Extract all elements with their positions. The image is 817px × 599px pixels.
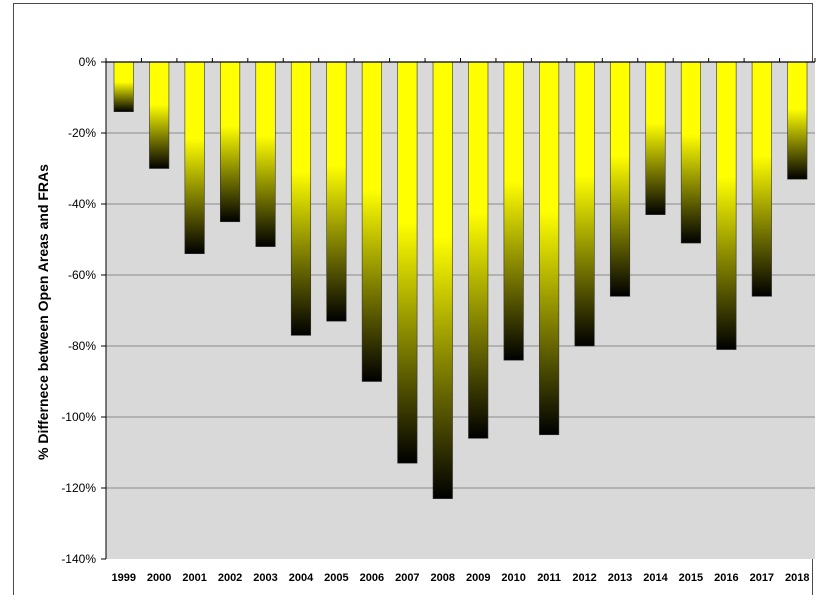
- plot-area: [106, 62, 815, 559]
- x-tick-label: 2000: [147, 572, 171, 584]
- x-tick-label: 2011: [537, 572, 561, 584]
- x-tick-label: 2004: [289, 572, 314, 584]
- bar-2007: [397, 61, 418, 464]
- x-tick-label: 2018: [785, 572, 809, 584]
- x-tick-label: 1999: [111, 572, 135, 584]
- bar-2015: [680, 61, 701, 244]
- x-tick-label: 2013: [608, 572, 632, 584]
- bar-2006: [361, 61, 382, 382]
- bar-2013: [609, 61, 631, 297]
- bar-2000: [149, 61, 170, 169]
- y-axis-tick-labels: 0% -20% -40% -60% -80% -100% -120% -140%: [61, 55, 107, 566]
- bar-2004: [290, 61, 312, 336]
- x-tick-label: 2012: [572, 572, 596, 584]
- bar-2005: [326, 61, 347, 322]
- bar-2014: [645, 61, 666, 215]
- x-tick-label: 2009: [466, 572, 490, 584]
- x-tick-label: 2008: [431, 572, 455, 584]
- y-tick-label: -60%: [68, 268, 96, 282]
- y-axis-title: % Differnece between Open Areas and FRAs: [35, 164, 51, 460]
- bar-2001: [184, 61, 205, 254]
- x-tick-label: 2015: [679, 572, 703, 584]
- y-tick-label: -120%: [61, 481, 96, 495]
- bar-2010: [503, 61, 524, 361]
- y-tick-label: -40%: [68, 197, 96, 211]
- x-tick-label: 2016: [714, 572, 738, 584]
- x-tick-label: 2002: [218, 572, 242, 584]
- bar-2003: [255, 61, 276, 247]
- x-tick-label: 2010: [501, 572, 525, 584]
- x-tick-label: 2001: [182, 572, 206, 584]
- bar-2016: [716, 61, 737, 350]
- y-tick-label: -20%: [68, 126, 96, 140]
- bars: [113, 61, 808, 499]
- x-tick-label: 2003: [253, 572, 277, 584]
- x-tick-label: 2005: [324, 572, 348, 584]
- x-tick-label: 2014: [643, 572, 668, 584]
- y-tick-label: -80%: [68, 339, 96, 353]
- x-tick-label: 2006: [360, 572, 384, 584]
- bar-2002: [220, 61, 241, 223]
- bar-1999: [113, 61, 134, 113]
- x-tick-label: 2007: [395, 572, 419, 584]
- bar-2008: [432, 61, 453, 499]
- bar-2012: [574, 61, 595, 347]
- y-tick-label: -100%: [61, 410, 96, 424]
- bar-2017: [751, 61, 772, 297]
- bar-2009: [468, 61, 489, 439]
- x-axis-tick-labels: 1999 2000 2001 2002 2003 2004 2005 2006 2007 2008…: [111, 572, 809, 584]
- bar-2011: [539, 61, 560, 436]
- y-tick-label: -140%: [61, 552, 96, 566]
- x-tick-label: 2017: [750, 572, 774, 584]
- x-axis-line: [105, 58, 816, 63]
- bar-2018: [787, 61, 808, 180]
- y-tick-label: 0%: [79, 55, 97, 69]
